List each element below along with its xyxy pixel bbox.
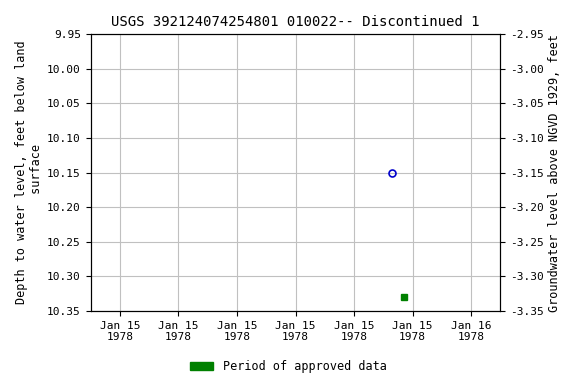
Y-axis label: Groundwater level above NGVD 1929, feet: Groundwater level above NGVD 1929, feet bbox=[548, 34, 561, 311]
Title: USGS 392124074254801 010022-- Discontinued 1: USGS 392124074254801 010022-- Discontinu… bbox=[111, 15, 480, 29]
Y-axis label: Depth to water level, feet below land
 surface: Depth to water level, feet below land su… bbox=[15, 41, 43, 305]
Legend: Period of approved data: Period of approved data bbox=[185, 356, 391, 378]
